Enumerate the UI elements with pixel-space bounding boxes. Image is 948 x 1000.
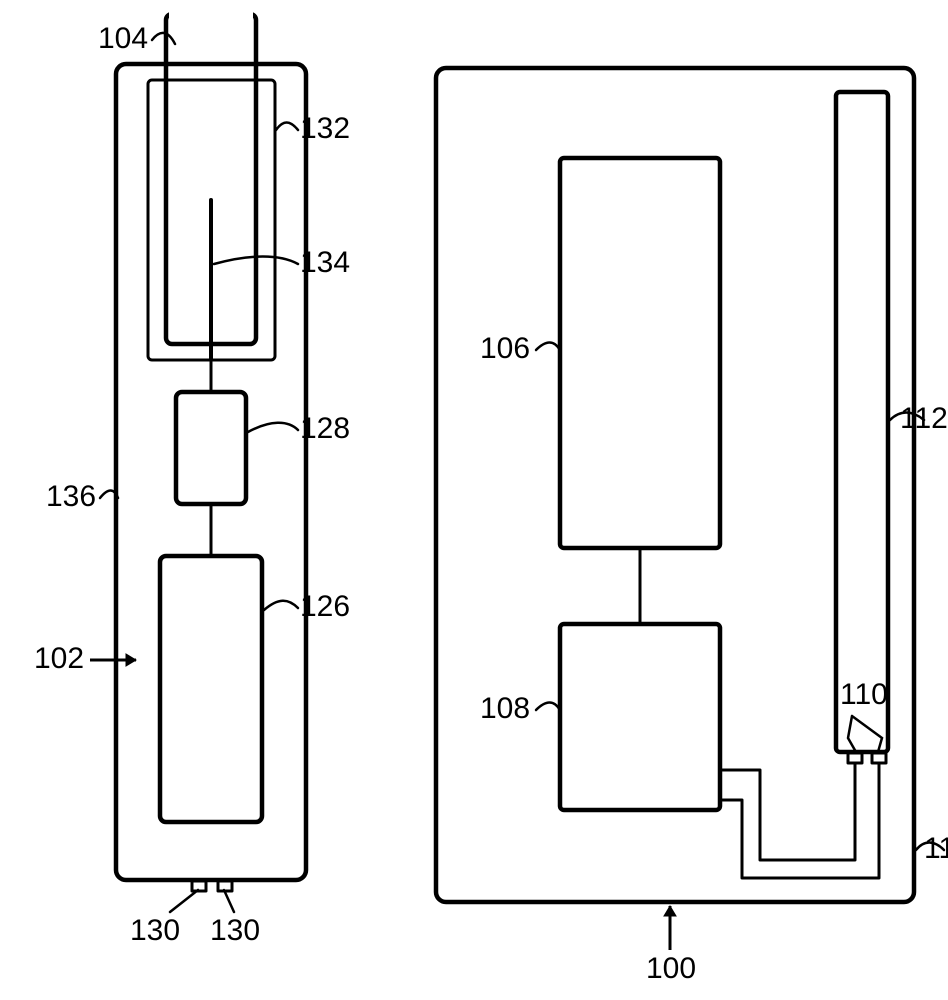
label-132: 132 xyxy=(300,112,350,145)
label-102: 102 xyxy=(34,642,84,675)
slot-112 xyxy=(836,92,888,752)
label-136: 136 xyxy=(46,480,96,513)
leader-108 xyxy=(536,703,560,711)
label-112: 112 xyxy=(900,402,948,435)
wire-108-110-a xyxy=(720,763,855,860)
leader-126 xyxy=(264,601,298,610)
leader-110 xyxy=(848,716,882,752)
block-106 xyxy=(560,158,720,548)
block-128 xyxy=(176,392,246,504)
label-130a: 130 xyxy=(130,914,180,947)
label-100: 100 xyxy=(646,952,696,985)
leader-106 xyxy=(536,343,560,351)
leader-104 xyxy=(152,33,175,44)
label-110: 110 xyxy=(840,678,888,711)
left-outer-housing xyxy=(116,64,306,880)
right-outer-housing xyxy=(436,68,914,902)
label-134: 134 xyxy=(300,246,350,279)
label-106: 106 xyxy=(480,332,530,365)
block-108 xyxy=(560,624,720,810)
tube-open-top-mask xyxy=(169,11,253,19)
leader-128 xyxy=(248,423,298,432)
label-108: 108 xyxy=(480,692,530,725)
label-126: 126 xyxy=(300,590,350,623)
leader-130a xyxy=(170,890,198,912)
label-104: 104 xyxy=(98,22,148,55)
block-126 xyxy=(160,556,262,822)
leader-132 xyxy=(276,123,298,131)
label-128: 128 xyxy=(300,412,350,445)
arrow-head-100 xyxy=(664,906,676,916)
arrow-head-102 xyxy=(126,654,136,666)
label-130b: 130 xyxy=(210,914,260,947)
leader-130b xyxy=(224,890,234,912)
label-116: 116 xyxy=(924,832,948,865)
